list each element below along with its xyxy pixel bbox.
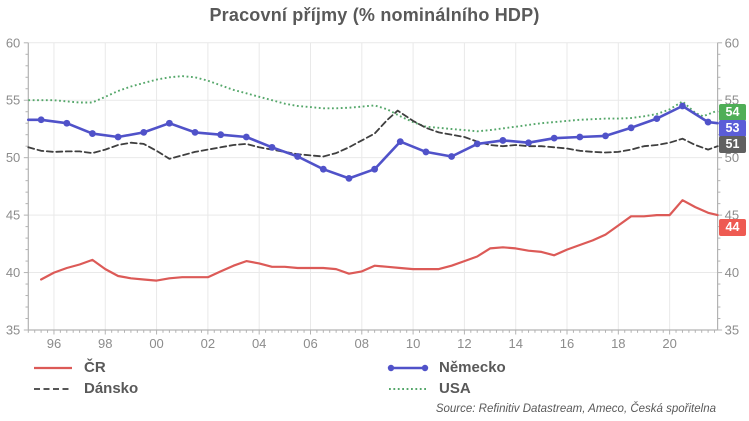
svg-text:10: 10 (406, 336, 420, 351)
end-value-label-cr: 44 (719, 219, 746, 237)
end-value-label-usa: 54 (719, 104, 746, 122)
legend-item-nemecko: Německo (385, 357, 506, 378)
legend-label-cr: ČR (84, 359, 106, 376)
svg-text:60: 60 (725, 35, 739, 50)
svg-text:08: 08 (355, 336, 369, 351)
svg-text:40: 40 (725, 265, 739, 280)
cr-line-swatch-icon (30, 359, 76, 377)
svg-text:45: 45 (6, 208, 20, 223)
svg-text:35: 35 (6, 323, 20, 338)
svg-text:50: 50 (6, 150, 20, 165)
svg-text:50: 50 (725, 150, 739, 165)
nemecko-line-swatch-icon (385, 359, 431, 377)
legend-label-dansko: Dánsko (84, 380, 139, 397)
svg-text:14: 14 (508, 336, 522, 351)
legend-item-dansko: Dánsko (30, 378, 385, 399)
legend-item-cr: ČR (30, 357, 385, 378)
dansko-line-swatch-icon (30, 380, 76, 398)
svg-text:06: 06 (303, 336, 317, 351)
svg-text:45: 45 (725, 208, 739, 223)
source-credit: Source: Refinitiv Datastream, Ameco, Čes… (435, 403, 716, 415)
svg-text:02: 02 (201, 336, 215, 351)
svg-text:04: 04 (252, 336, 266, 351)
svg-text:12: 12 (457, 336, 471, 351)
svg-text:35: 35 (725, 323, 739, 338)
svg-text:20: 20 (662, 336, 676, 351)
svg-text:98: 98 (98, 336, 112, 351)
legend-label-nemecko: Německo (439, 359, 506, 376)
svg-text:18: 18 (611, 336, 625, 351)
svg-text:40: 40 (6, 265, 20, 280)
legend-item-usa: USA (385, 378, 506, 399)
chart-title: Pracovní příjmy (% nominálního HDP) (209, 5, 540, 25)
svg-text:96: 96 (47, 336, 61, 351)
svg-text:00: 00 (149, 336, 163, 351)
usa-line-swatch-icon (385, 380, 431, 398)
svg-text:16: 16 (560, 336, 574, 351)
end-value-label-dansko: 51 (719, 136, 746, 154)
svg-text:60: 60 (6, 35, 20, 50)
svg-text:55: 55 (6, 93, 20, 108)
legend: ČR Německo Dánsko USA (30, 357, 506, 399)
end-value-label-nemecko: 53 (719, 120, 746, 137)
svg-text:55: 55 (725, 93, 739, 108)
legend-label-usa: USA (439, 380, 471, 397)
